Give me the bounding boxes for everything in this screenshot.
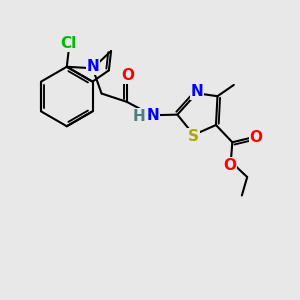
Text: O: O [223, 158, 236, 173]
Text: Cl: Cl [61, 36, 77, 51]
Text: N: N [190, 84, 203, 99]
Text: O: O [121, 68, 134, 83]
Text: H: H [132, 109, 145, 124]
Text: N: N [146, 108, 159, 123]
Text: N: N [87, 59, 100, 74]
Text: O: O [249, 130, 262, 145]
Text: S: S [188, 129, 199, 144]
